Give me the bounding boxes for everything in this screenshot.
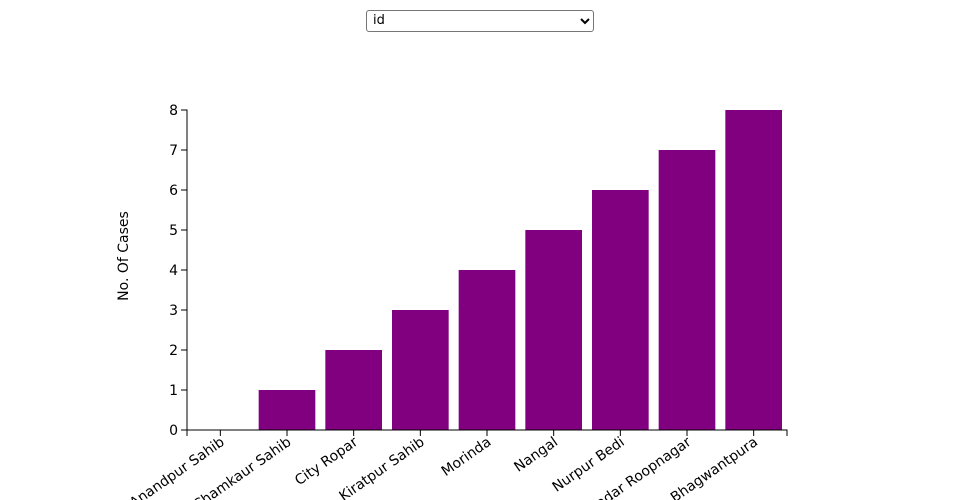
bar-chamkaur-sahib[interactable] xyxy=(258,390,316,430)
field-select-wrapper: id xyxy=(366,9,594,32)
y-tick-label: 8 xyxy=(169,103,178,119)
bar-nangal[interactable] xyxy=(525,230,582,430)
y-tick-label: 5 xyxy=(169,223,178,239)
bar-nurpur-bedi[interactable] xyxy=(592,190,649,430)
bar-city-ropar[interactable] xyxy=(325,350,382,430)
field-select-dropdown[interactable]: id xyxy=(366,9,594,32)
bar-sadar-roopnagar[interactable] xyxy=(658,150,716,430)
bar-kiratpur-sahib[interactable] xyxy=(392,310,449,430)
y-axis-title: No. Of Cases xyxy=(116,211,132,301)
x-tick-label: Nangal xyxy=(511,434,561,475)
y-tick-label: 6 xyxy=(169,183,178,199)
y-tick-label: 7 xyxy=(169,143,178,159)
y-tick-label: 4 xyxy=(169,263,178,279)
x-tick-label: Morinda xyxy=(439,434,495,480)
bar-morinda[interactable] xyxy=(458,270,516,430)
y-tick-label: 0 xyxy=(169,423,178,439)
y-tick-label: 1 xyxy=(169,383,178,399)
y-tick-label: 3 xyxy=(169,303,178,319)
bar-bhagwantpura[interactable] xyxy=(725,110,782,430)
y-tick-label: 2 xyxy=(169,343,178,359)
